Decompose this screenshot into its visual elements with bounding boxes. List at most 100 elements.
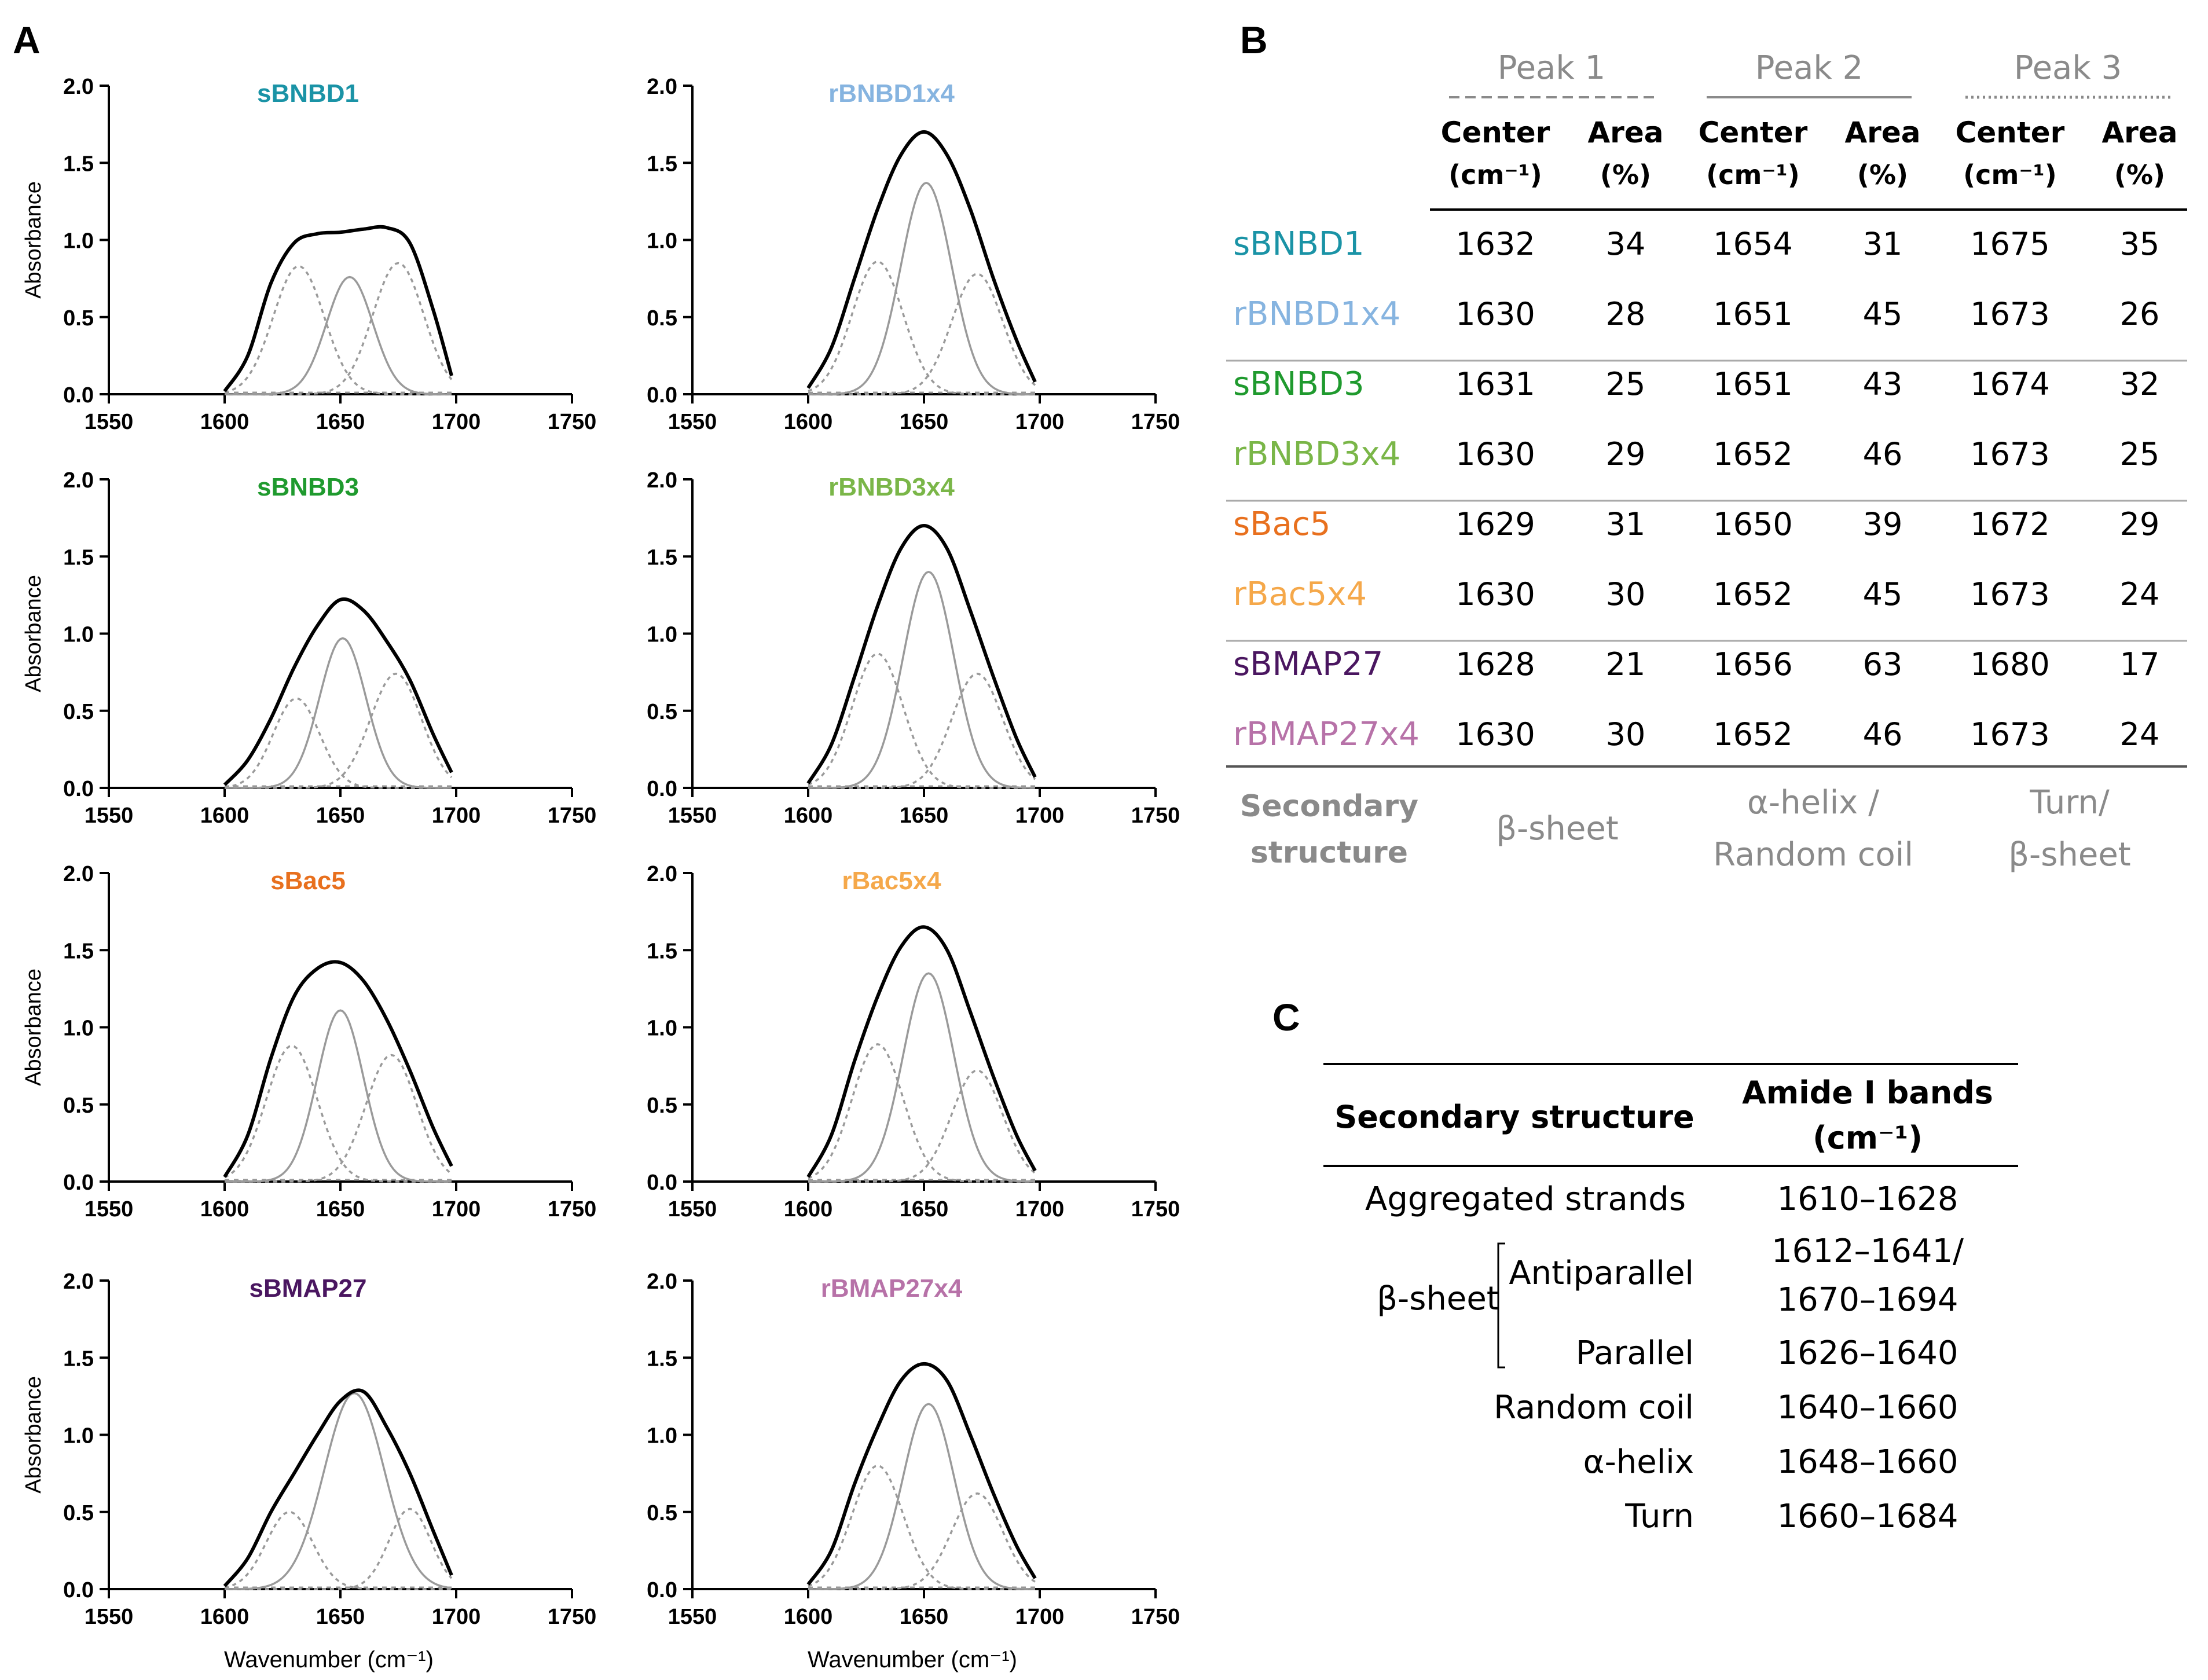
row-cell: 24 (2120, 716, 2160, 753)
rbnbd3x4-peak3-curve (808, 673, 1036, 789)
rbmap27x4-ytick-label: 2.0 (647, 1270, 677, 1294)
sbnbd3-peak3-curve (225, 673, 453, 789)
rbnbd1x4-xtick-label: 1700 (1015, 410, 1065, 434)
sbnbd3-ytick-label: 2.0 (63, 468, 94, 493)
sbnbd3-xtick-label: 1650 (316, 804, 365, 828)
rbnbd3x4-xtick-label: 1750 (1131, 804, 1180, 828)
sbnbd3-xtick-label: 1600 (200, 804, 250, 828)
row-cell: 45 (1863, 576, 1903, 612)
row-cell: 1672 (1970, 506, 2049, 542)
rbac5x4-chart: rBac5x4 0.0 0.5 1.0 1.5 2.0 1550 1600 1650 1700 17… (647, 862, 1180, 1222)
row-cell: 1673 (1970, 716, 2049, 753)
sbnbd3-ytick-label: 1.0 (63, 623, 94, 647)
tc-turn-value: 1660–1684 (1777, 1498, 1958, 1535)
peak-fit-table: Peak 1 Peak 2 Peak 3 Center (cm⁻¹) Area (%)… (1226, 49, 2187, 874)
sbac5-ytick-label: 0.5 (63, 1094, 94, 1118)
rbac5x4-title: rBac5x4 (842, 867, 941, 895)
row-cell: 1651 (1713, 366, 1792, 402)
rbnbd3x4-envelope-curve (806, 523, 1037, 784)
row-sample-name: rBMAP27x4 (1233, 716, 1420, 753)
row-cell: 25 (1606, 366, 1646, 402)
sbmap27-ytick-label: 1.5 (63, 1347, 94, 1371)
table-row: sBNBD3 1631 25 1651 43 1674 32 (1233, 365, 2159, 403)
tc-antiparallel-value-line1: 1612–1641/ (1771, 1233, 1964, 1270)
table-row: rBMAP27x4 1630 30 1652 46 1673 24 (1233, 716, 2159, 753)
footer-peak2-line2: Random coil (1713, 836, 1913, 874)
sbnbd1-ytick-label: 2.0 (63, 75, 94, 99)
rbac5x4-peak2-curve (808, 972, 1035, 1183)
sbac5-xtick-label: 1750 (548, 1197, 597, 1222)
sbmap27-ylabel: Absorbance (21, 1376, 46, 1494)
sbmap27-xlabel: Wavenumber (cm⁻¹) (224, 1647, 434, 1672)
sbnbd1-peak1-curve (224, 265, 452, 395)
sbnbd3-title: sBNBD3 (257, 473, 359, 501)
tc-random-coil-label: Random coil (1494, 1389, 1694, 1426)
tc-aggregated-label: Aggregated strands (1365, 1180, 1686, 1218)
sbnbd3-envelope-curve (223, 597, 453, 786)
sbnbd1-chart: sBNBD1 0.0 0.5 1.0 1.5 2.0 1550 1600 1650 1700 175… (21, 75, 596, 434)
rbmap27x4-xtick-label: 1550 (668, 1605, 717, 1629)
sbnbd3-xtick-label: 1550 (85, 804, 134, 828)
rbnbd1x4-peak1-curve (808, 260, 1035, 395)
rbnbd3x4-chart: rBNBD3x4 0.0 0.5 1.0 1.5 2.0 1550 1600 1650 1700 1… (647, 468, 1180, 828)
rbmap27x4-peak3-curve (808, 1492, 1036, 1590)
tc-random-coil-value: 1640–1660 (1777, 1389, 1958, 1426)
amide-band-reference-table: Secondary structure Amide I bands (cm⁻¹)… (1323, 1063, 2018, 1535)
sbac5-ytick-label: 1.0 (63, 1017, 94, 1041)
sbmap27-title: sBMAP27 (250, 1274, 367, 1303)
table-row: sBNBD1 1632 34 1654 31 1675 35 (1233, 225, 2159, 263)
row-cell: 1654 (1713, 226, 1792, 262)
rbnbd3x4-ytick-label: 1.5 (647, 545, 677, 570)
rbnbd1x4-ytick-label: 0.0 (647, 383, 677, 408)
rbmap27x4-envelope-curve (806, 1362, 1037, 1586)
sub-header-line1: Area (1844, 116, 1920, 149)
rbnbd3x4-ytick-label: 0.5 (647, 700, 677, 724)
peak3-header: Peak 3 (2014, 49, 2122, 87)
sbac5-xtick-label: 1700 (432, 1197, 481, 1222)
rbnbd3x4-peak1-curve (808, 652, 1035, 789)
sbac5-peak3-curve (225, 1054, 453, 1183)
row-cell: 29 (1606, 436, 1646, 472)
rbnbd3x4-xtick-label: 1650 (900, 804, 949, 828)
tc-turn-label: Turn (1624, 1498, 1694, 1535)
row-cell: 63 (1863, 646, 1903, 683)
row-cell: 1629 (1455, 506, 1535, 542)
row-cell: 35 (2120, 226, 2160, 262)
sbac5-title: sBac5 (270, 867, 346, 895)
row-cell: 29 (2120, 506, 2160, 542)
sbmap27-xtick-label: 1650 (316, 1605, 365, 1629)
rbnbd1x4-ytick-label: 2.0 (647, 75, 677, 99)
sbmap27-xtick-label: 1600 (200, 1605, 250, 1629)
panel-label-c: C (1272, 996, 1300, 1039)
sub-header-line2: (%) (1857, 159, 1908, 190)
rbac5x4-ytick-label: 1.5 (647, 939, 677, 963)
row-sample-name: rBNBD1x4 (1233, 295, 1400, 333)
rbac5x4-xtick-label: 1650 (900, 1197, 949, 1222)
sbnbd3-chart: sBNBD3 0.0 0.5 1.0 1.5 2.0 1550 1600 1650 1700 175… (21, 468, 596, 828)
rbnbd1x4-xtick-label: 1600 (784, 410, 833, 434)
rbac5x4-xtick-label: 1550 (668, 1197, 717, 1222)
table-row: sBMAP27 1628 21 1656 63 1680 17 (1233, 645, 2159, 683)
rbac5x4-ytick-label: 0.0 (647, 1171, 677, 1195)
row-cell: 1652 (1713, 436, 1792, 472)
rbac5x4-xtick-label: 1600 (784, 1197, 833, 1222)
sbnbd3-peak2-curve (225, 637, 452, 789)
sbnbd1-ylabel: Absorbance (21, 181, 46, 299)
row-cell: 1656 (1713, 646, 1792, 683)
rbnbd1x4-peak2-curve (808, 182, 1036, 395)
row-sample-name: sBNBD1 (1233, 225, 1365, 263)
sbac5-peak1-curve (224, 1044, 452, 1183)
sbmap27-ytick-label: 1.0 (63, 1424, 94, 1448)
sub-header-line1: Center (1699, 116, 1808, 149)
rbmap27x4-xlabel: Wavenumber (cm⁻¹) (808, 1647, 1017, 1672)
row-cell: 24 (2120, 576, 2160, 612)
sbnbd3-ylabel: Absorbance (21, 575, 46, 692)
tc-aggregated-value: 1610–1628 (1777, 1180, 1958, 1218)
row-cell: 1673 (1970, 296, 2049, 332)
sbmap27-chart: sBMAP27 0.0 0.5 1.0 1.5 2.0 1550 1600 1650 1700 17… (21, 1270, 596, 1672)
rbnbd3x4-title: rBNBD3x4 (828, 473, 955, 501)
sbnbd1-title: sBNBD1 (257, 79, 359, 108)
footer-peak1: β-sheet (1496, 810, 1618, 848)
row-cell: 1680 (1970, 646, 2049, 683)
